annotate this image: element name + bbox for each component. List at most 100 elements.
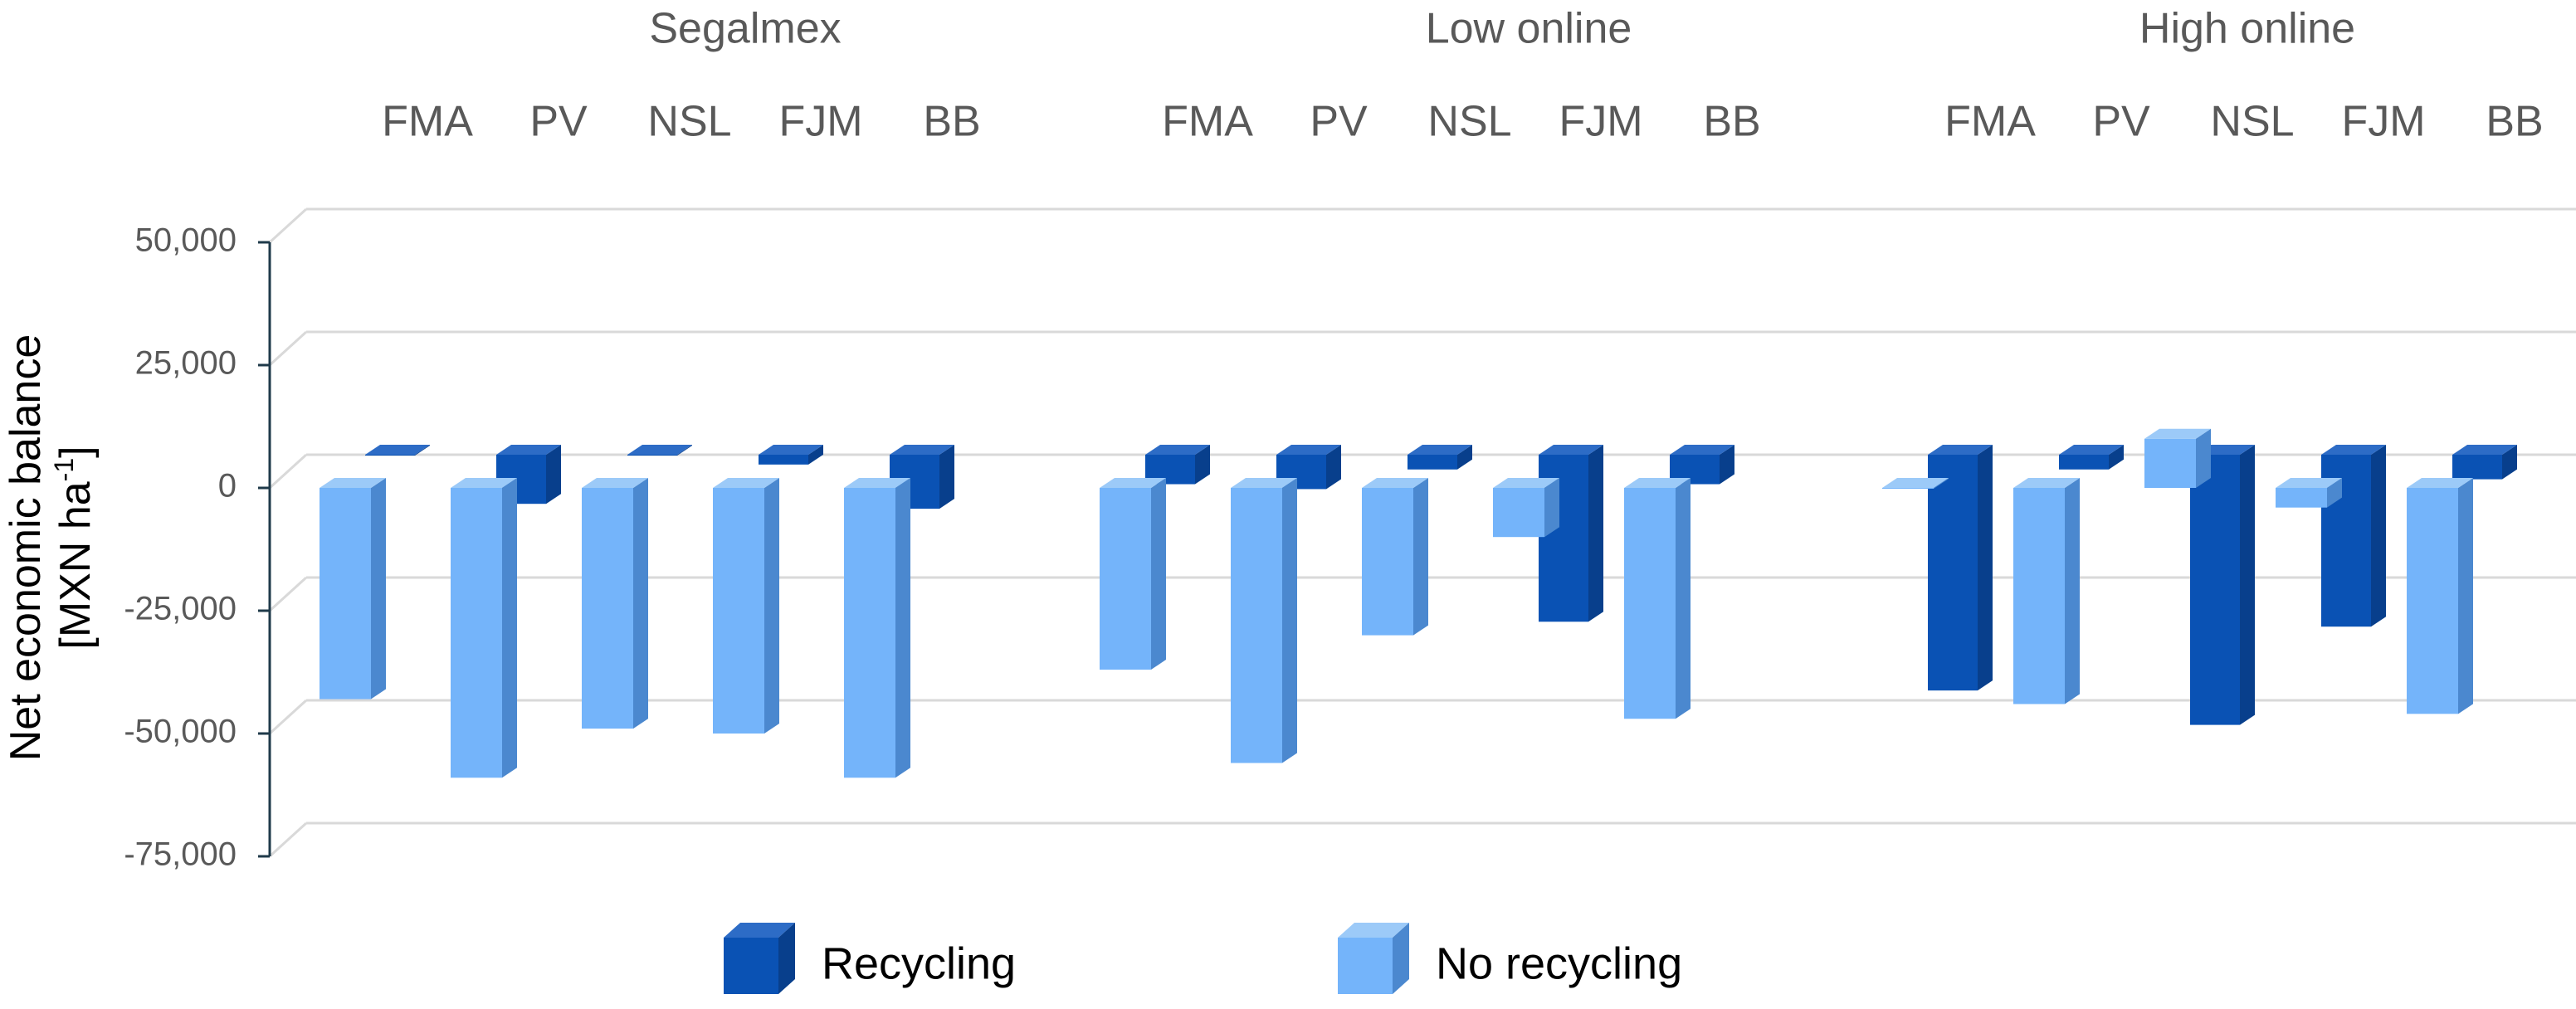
category-label-fjm: FJM — [778, 98, 862, 146]
category-label-fjm: FJM — [2341, 98, 2425, 146]
bar-no-recycling-low-online-fma-top — [1100, 478, 1166, 488]
bar-no-recycling-high-online-fjm — [2276, 478, 2342, 508]
gridline-depth — [268, 330, 308, 367]
bar-no-recycling-segalmex-pv-top — [451, 478, 517, 488]
bar-no-recycling-high-online-nsl-front — [2144, 438, 2196, 488]
bar-no-recycling-segalmex-pv-side — [502, 478, 517, 778]
bar-recycling-low-online-nsl — [1408, 445, 1472, 470]
bar-recycling-high-online-bb-side — [2502, 445, 2517, 480]
legend-label-recycling: Recycling — [822, 938, 1016, 988]
bar-recycling-high-online-fma-front — [1928, 455, 1978, 691]
legend-item-recycling: Recycling — [724, 923, 1016, 994]
bar-recycling-segalmex-fma — [365, 445, 430, 456]
bar-no-recycling-segalmex-bb — [844, 478, 910, 778]
bar-recycling-high-online-bb-front — [2452, 455, 2502, 480]
y-axis-title: Net economic balance — [2, 334, 50, 762]
bar-no-recycling-low-online-fma — [1100, 478, 1166, 670]
bar-recycling-low-online-bb-side — [1720, 445, 1734, 485]
gridline-depth — [268, 453, 308, 490]
bar-recycling-segalmex-fjm-front — [759, 455, 808, 465]
bar-no-recycling-segalmex-nsl-top — [582, 478, 648, 488]
bar-no-recycling-low-online-fjm — [1493, 478, 1559, 538]
bar-recycling-high-online-nsl — [2190, 445, 2255, 725]
legend-item-no-recycling: No recycling — [1338, 923, 1682, 994]
bar-no-recycling-segalmex-nsl — [582, 478, 648, 729]
bar-no-recycling-high-online-pv-side — [2065, 478, 2080, 704]
bar-no-recycling-high-online-fma-front — [1882, 488, 1934, 489]
y-tick-label: 50,000 — [135, 222, 237, 259]
bar-no-recycling-segalmex-pv — [451, 478, 517, 778]
bar-no-recycling-high-online-pv-front — [2013, 488, 2065, 704]
category-label-fjm: FJM — [1559, 98, 1642, 146]
bar-no-recycling-low-online-bb-side — [1676, 478, 1690, 719]
bar-recycling-segalmex-bb-top — [890, 445, 954, 455]
bar-no-recycling-low-online-pv — [1231, 478, 1297, 763]
bar-recycling-segalmex-nsl-side — [677, 445, 692, 456]
bar-no-recycling-segalmex-fma-front — [320, 488, 371, 699]
group-label-high-online: High online — [2139, 5, 2355, 53]
bar-recycling-segalmex-nsl-front — [627, 455, 677, 456]
legend-swatch-no-recycling — [1338, 938, 1393, 994]
bar-recycling-high-online-fjm — [2321, 445, 2386, 627]
category-label-fma: FMA — [1944, 98, 2036, 146]
bar-recycling-high-online-bb-top — [2452, 445, 2517, 455]
gridline-depth — [268, 821, 308, 858]
y-tick-labels: 50,000 25,000 0 -25,000 -50,000 -75,000 — [124, 222, 237, 873]
bar-recycling-segalmex-pv-side — [546, 445, 561, 504]
y-tick-label: 0 — [218, 468, 237, 504]
bar-recycling-high-online-fma — [1928, 445, 1993, 691]
legend-swatch-no-recycling-side — [1393, 923, 1409, 994]
bar-recycling-segalmex-fma-front — [365, 455, 415, 456]
bar-no-recycling-high-online-bb-top — [2407, 478, 2473, 488]
gridline-depth — [268, 207, 308, 244]
category-label-pv: PV — [1310, 98, 1368, 146]
bar-no-recycling-segalmex-nsl-front — [582, 488, 633, 729]
gridline-depth — [268, 576, 308, 612]
y-tick-label: -75,000 — [124, 836, 237, 873]
bar-no-recycling-low-online-bb-top — [1624, 478, 1690, 488]
bar-no-recycling-segalmex-fma — [320, 478, 386, 699]
category-label-nsl: NSL — [1427, 98, 1511, 146]
bar-no-recycling-low-online-bb — [1624, 478, 1690, 719]
bar-no-recycling-low-online-nsl-side — [1413, 478, 1428, 636]
gridline-depth — [268, 699, 308, 735]
bar-no-recycling-low-online-nsl-top — [1362, 478, 1428, 488]
bar-no-recycling-low-online-fma-front — [1100, 488, 1151, 670]
bar-recycling-high-online-fma-side — [1978, 445, 1993, 691]
y-axis — [258, 241, 271, 858]
bar-no-recycling-low-online-nsl-front — [1362, 488, 1413, 636]
y-axis-unit-base: [MXN ha — [51, 481, 100, 649]
bar-recycling-low-online-pv-top — [1276, 445, 1341, 455]
bar-no-recycling-high-online-nsl-top — [2144, 428, 2211, 439]
bar-recycling-low-online-fjm-top — [1539, 445, 1603, 455]
category-labels: FMA PV NSL FJM BB FMA PV NSL FJM BB FMA PV NSL FJM BB — [382, 98, 2544, 146]
bar-recycling-segalmex-fma-side — [415, 445, 430, 456]
y-tick-label: 25,000 — [135, 345, 237, 382]
bar-recycling-segalmex-nsl — [627, 445, 692, 456]
bar-no-recycling-high-online-bb — [2407, 478, 2473, 714]
bar-no-recycling-segalmex-nsl-side — [633, 478, 648, 729]
category-label-bb: BB — [1703, 98, 1760, 146]
bar-recycling-high-online-nsl-side — [2240, 445, 2255, 725]
bar-recycling-low-online-nsl-front — [1408, 455, 1457, 470]
bar-recycling-high-online-fjm-side — [2371, 445, 2386, 627]
bar-recycling-segalmex-fjm-side — [808, 445, 823, 465]
bar-no-recycling-segalmex-pv-front — [451, 488, 502, 778]
bar-recycling-low-online-nsl-side — [1457, 445, 1472, 470]
category-label-fma: FMA — [1162, 98, 1253, 146]
bar-no-recycling-high-online-fma — [1882, 478, 1949, 489]
bar-no-recycling-low-online-nsl — [1362, 478, 1428, 636]
bar-no-recycling-high-online-fjm-front — [2276, 488, 2327, 508]
y-tick-label: -50,000 — [124, 714, 237, 750]
category-label-pv: PV — [2092, 98, 2150, 146]
bar-no-recycling-high-online-bb-front — [2407, 488, 2458, 714]
bars-layer — [320, 428, 2517, 778]
y-axis-unit: [MXN ha-1] — [49, 446, 100, 649]
group-label-segalmex: Segalmex — [649, 5, 841, 53]
y-axis-unit-end: ] — [51, 446, 100, 457]
bar-recycling-high-online-pv-top — [2059, 445, 2124, 455]
bar-recycling-high-online-pv-side — [2109, 445, 2124, 470]
bar-no-recycling-low-online-pv-front — [1231, 488, 1282, 763]
bar-recycling-low-online-bb-top — [1670, 445, 1734, 455]
bar-no-recycling-high-online-pv-top — [2013, 478, 2080, 488]
